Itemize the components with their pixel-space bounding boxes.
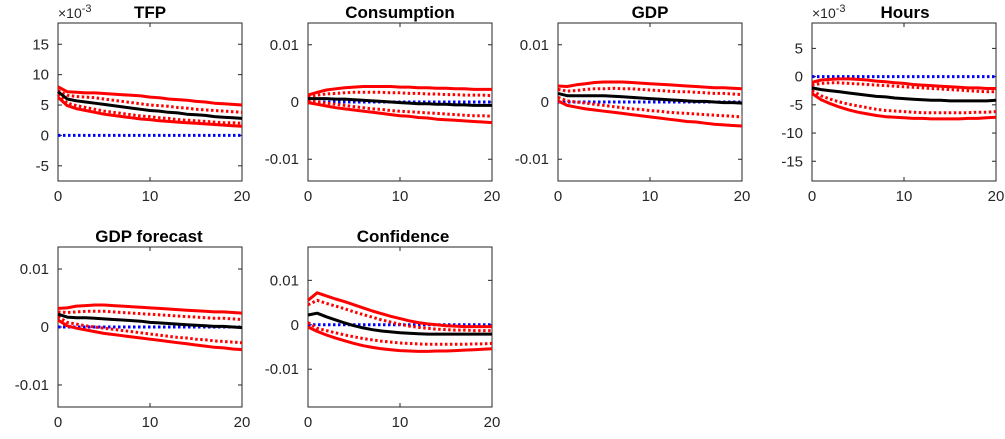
- x-tick-label: 10: [642, 188, 659, 205]
- series-line-median: [557, 91, 743, 105]
- y-tick-label: -0.01: [265, 151, 299, 168]
- series-line-upper90: [811, 77, 996, 90]
- series-line-lower90: [811, 92, 997, 121]
- y-tick-label: -0.01: [15, 377, 49, 394]
- x-tick-label: 20: [988, 188, 1005, 205]
- panel-consumption: Consumption 0 10 20 -0.01 0 0.01: [265, 3, 501, 205]
- series-line-lower68: [307, 99, 493, 118]
- series-line-upper90: [57, 85, 243, 107]
- series-line-upper68: [811, 81, 996, 94]
- x-tick-label: 0: [304, 414, 312, 431]
- y-tick-label: 0: [41, 319, 49, 336]
- series-line-lower90: [557, 99, 743, 128]
- series-line-lower68: [56, 93, 243, 125]
- y-tick-label: 0.01: [270, 272, 299, 289]
- y-tick-label: -0.01: [515, 151, 549, 168]
- exponent-multiplier: ×10-3: [812, 3, 846, 21]
- panel-title: Consumption: [345, 3, 455, 22]
- x-tick-label: 20: [234, 188, 251, 205]
- exponent-multiplier: ×10-3: [58, 3, 92, 21]
- series-line-median: [307, 311, 492, 336]
- series-line-upper90: [57, 303, 243, 315]
- x-tick-label: 0: [54, 414, 62, 431]
- panel-hours: Hours ×10-3 0 10 20 -15 -10 -5 0 5: [781, 3, 1004, 205]
- y-tick-label: 5: [795, 40, 803, 57]
- y-tick-label: 0.01: [520, 37, 549, 54]
- x-tick-label: 10: [142, 188, 159, 205]
- series-line-upper90: [307, 291, 492, 329]
- series-line-median: [308, 97, 492, 107]
- y-tick-label: -15: [781, 153, 803, 170]
- panel-gdp-forecast: GDP forecast 0 10 20 -0.01 0 0.01: [15, 227, 251, 431]
- y-tick-label: 15: [32, 36, 49, 53]
- series-line-lower68: [57, 315, 243, 345]
- series-line-upper68: [557, 86, 743, 97]
- y-tick-label: 0: [291, 94, 299, 111]
- x-tick-label: 20: [734, 188, 751, 205]
- x-tick-label: 0: [304, 188, 312, 205]
- panel-title: GDP: [632, 3, 669, 22]
- y-tick-label: 10: [32, 67, 49, 84]
- y-tick-label: -5: [36, 158, 49, 175]
- series-line-upper68: [307, 298, 492, 333]
- series-line-median: [57, 90, 243, 120]
- y-tick-label: 0.01: [20, 261, 49, 278]
- panel-title: TFP: [134, 3, 166, 22]
- series-line-lower90: [307, 101, 493, 125]
- y-tick-label: 0.01: [270, 37, 299, 54]
- series-line-median: [811, 86, 997, 103]
- x-tick-label: 0: [54, 188, 62, 205]
- y-tick-label: 0: [41, 127, 49, 144]
- series-line-lower68: [811, 89, 997, 115]
- x-tick-label: 0: [808, 188, 816, 205]
- x-tick-label: 20: [484, 188, 501, 205]
- y-tick-label: -5: [790, 97, 803, 114]
- series-line-upper90: [307, 85, 492, 97]
- series-line-lower68: [557, 95, 743, 119]
- panel-tfp: TFP ×10-3 0 10 20 -5 0 5 10 15: [32, 3, 250, 205]
- series-line-lower68: [307, 321, 493, 346]
- x-tick-label: 10: [896, 188, 913, 205]
- y-tick-label: 0: [541, 94, 549, 111]
- panel-gdp: GDP 0 10 20 -0.01 0 0.01: [515, 3, 751, 205]
- panel-title: Hours: [880, 3, 929, 22]
- series-line-upper90: [557, 80, 743, 91]
- y-tick-label: -0.01: [265, 361, 299, 378]
- series-line-lower90: [57, 318, 243, 352]
- panel-title: Confidence: [357, 227, 450, 246]
- x-tick-label: 0: [554, 188, 562, 205]
- y-tick-label: 5: [41, 97, 49, 114]
- x-tick-label: 10: [142, 414, 159, 431]
- series-line-median: [57, 312, 243, 330]
- x-tick-label: 20: [234, 414, 251, 431]
- series-line-upper68: [307, 90, 493, 99]
- y-tick-label: 0: [291, 317, 299, 334]
- series-line-upper68: [57, 89, 243, 114]
- x-tick-label: 10: [392, 414, 409, 431]
- y-tick-label: -10: [781, 125, 803, 142]
- series-line-lower90: [307, 325, 493, 353]
- y-tick-label: 0: [795, 69, 803, 86]
- series-line-upper68: [57, 309, 243, 321]
- panel-confidence: Confidence 0 10 20 -0.01 0 0.01: [265, 227, 501, 431]
- series-line-lower90: [56, 95, 243, 128]
- x-tick-label: 20: [484, 414, 501, 431]
- x-tick-label: 10: [392, 188, 409, 205]
- panel-title: GDP forecast: [95, 227, 203, 246]
